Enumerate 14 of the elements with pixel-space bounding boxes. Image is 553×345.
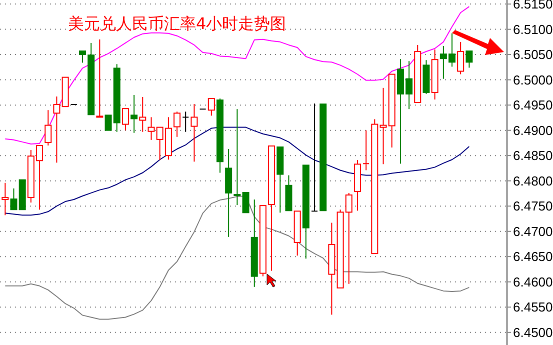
y-tick-label: 6.4750 — [513, 198, 553, 214]
y-tick-label: 6.4950 — [513, 98, 553, 113]
y-tick-label: 6.4650 — [513, 249, 553, 264]
text: 美元兑人民币汇率4小时走势图 — [68, 14, 286, 33]
y-tick-label: 6.4550 — [513, 300, 553, 315]
y-tick-label: 6.5100 — [513, 22, 553, 37]
y-tick-label: 6.5050 — [513, 47, 553, 62]
y-tick-label: 6.4900 — [513, 122, 553, 138]
y-tick-label: 6.4800 — [513, 173, 553, 188]
y-tick-label: 6.5000 — [513, 72, 553, 88]
y-tick-label: 6.4700 — [513, 224, 553, 239]
y-tick-label: 6.4600 — [513, 274, 553, 290]
y-tick-label: 6.4500 — [513, 324, 553, 340]
y-tick-label: 6.4850 — [513, 148, 553, 164]
